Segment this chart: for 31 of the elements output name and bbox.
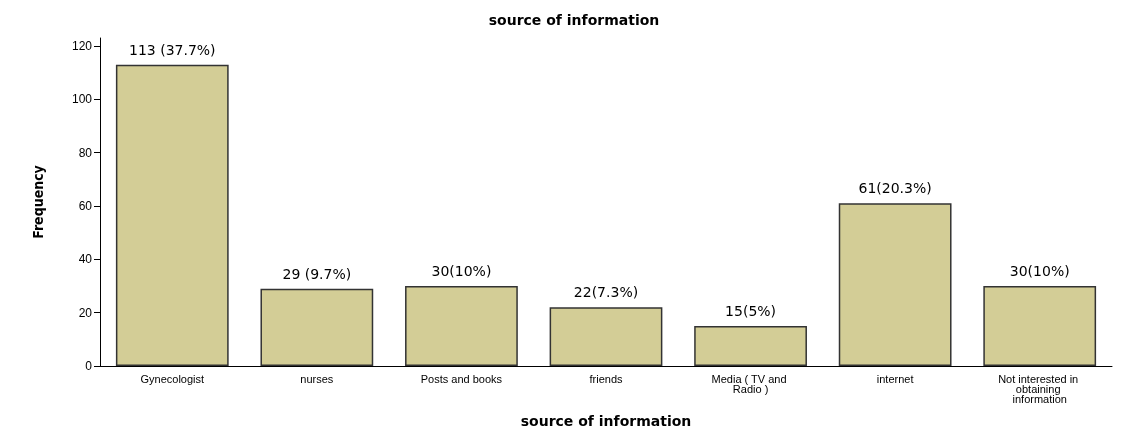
y-tick-label: 60: [78, 199, 93, 213]
data-label: 113 (37.7%): [129, 41, 216, 58]
bar: [115, 64, 229, 366]
y-tick-label: 0: [85, 359, 93, 373]
y-tick-label: 80: [78, 145, 93, 160]
y-tick-label: 40: [78, 252, 93, 267]
x-tick-label: Not interested in obtaining information: [998, 373, 1082, 405]
x-axis-title: source of information: [520, 413, 692, 429]
bar: [260, 288, 374, 366]
bar: [694, 326, 807, 366]
y-tick-label: 120: [71, 39, 93, 53]
bar: [838, 203, 952, 366]
x-tick-label: Posts and books: [420, 373, 503, 385]
y-tick-label: 20: [78, 305, 93, 320]
data-label: 30(10%): [1009, 263, 1070, 279]
chart-title: source of information: [488, 12, 660, 28]
y-axis-title: Frequency: [30, 165, 46, 239]
x-tick-label: friends: [589, 373, 623, 385]
data-label: 61(20.3%): [858, 180, 932, 197]
data-label: 29 (9.7%): [282, 265, 352, 282]
data-label: 22(7.3%): [573, 284, 639, 301]
data-label: 30(10%): [431, 263, 492, 279]
x-tick-label: Gynecologist: [140, 373, 205, 385]
y-tick-label: 100: [71, 92, 93, 107]
x-tick-label: Media ( TV and Radio ): [711, 373, 790, 395]
x-tick-label: nurses: [300, 373, 334, 385]
bar: [405, 286, 518, 366]
bar: [983, 286, 1097, 366]
bar: [549, 307, 663, 366]
data-label: 15(5%): [725, 303, 777, 319]
x-tick-label: internet: [876, 373, 914, 385]
